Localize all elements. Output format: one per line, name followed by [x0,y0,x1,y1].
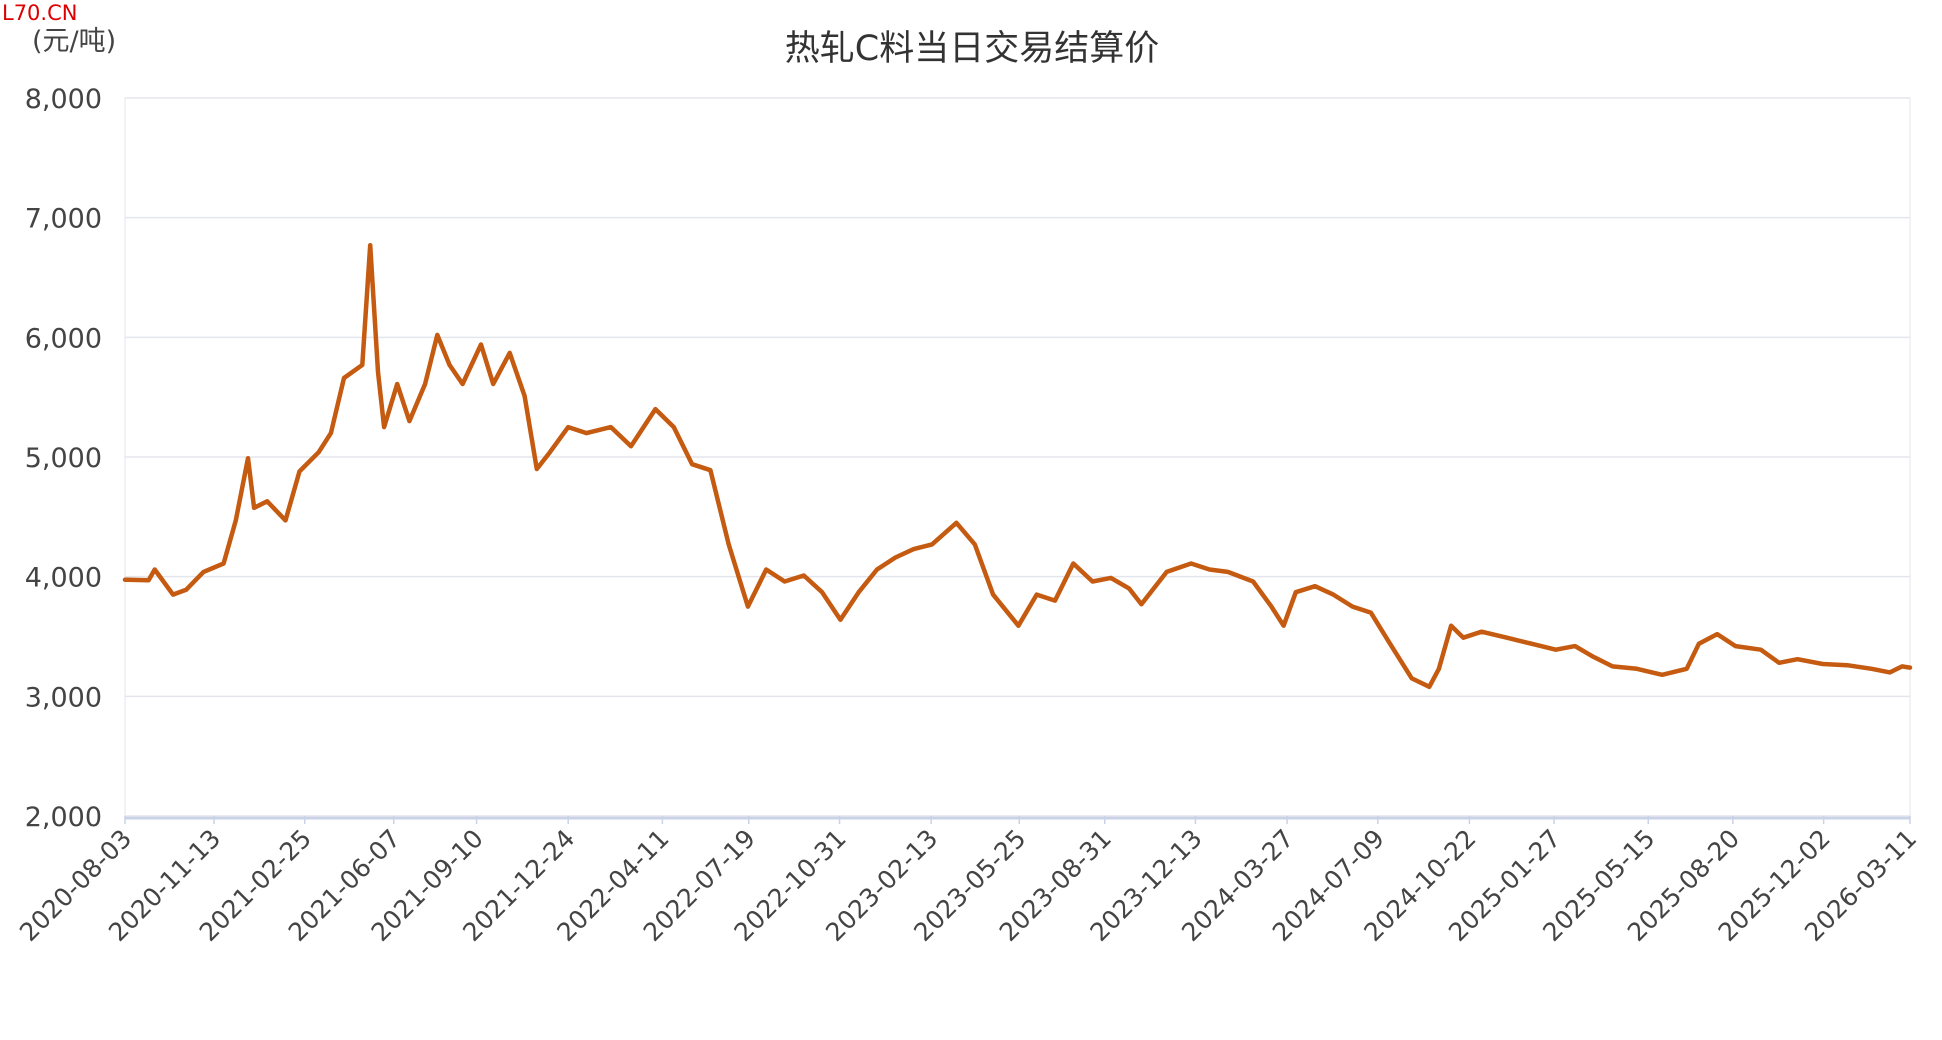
y-axis-label: (元/吨) [32,26,116,57]
y-tick-label: 5,000 [25,443,102,474]
y-tick-label: 7,000 [25,204,102,235]
chart-title: 热轧C料当日交易结算价 [785,29,1159,69]
price-line [122,242,1913,690]
watermark: L70.CN [2,1,77,25]
y-tick-label: 8,000 [25,84,102,115]
y-tick-label: 3,000 [25,682,102,713]
y-tick-label: 2,000 [25,802,102,833]
y-tick-label: 4,000 [25,563,102,594]
y-tick-label: 6,000 [25,323,102,354]
